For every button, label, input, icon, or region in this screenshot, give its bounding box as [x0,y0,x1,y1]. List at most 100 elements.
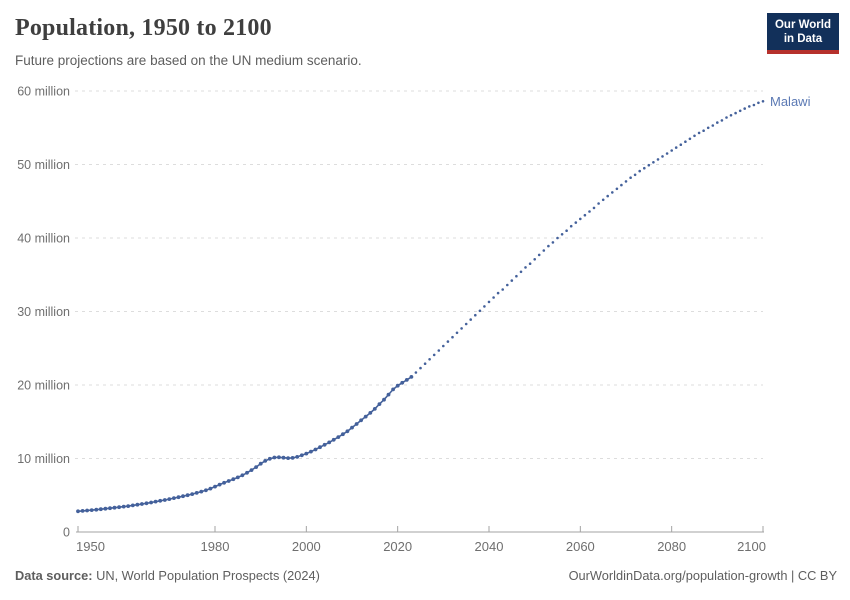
series-dot-projection [474,313,477,317]
series-marker [295,455,300,459]
series-marker [304,451,309,456]
series-dot-projection [519,270,523,274]
series-dot-projection [464,322,468,326]
series-dot-projection [419,366,422,370]
owid-url-link[interactable]: OurWorldinData.org/population-growth | C… [568,568,837,583]
series-dot-projection [716,121,719,124]
series-dot-projection [437,349,441,352]
series-dot-projection [551,241,555,244]
series-dot-projection [670,149,673,152]
series-marker [126,504,131,508]
series-dot-projection [656,158,660,161]
series-dot-projection [643,166,646,170]
series-marker [309,449,313,454]
series-dot-projection [560,233,564,236]
series-marker [277,455,281,460]
series-marker [245,470,249,475]
series-marker [94,507,99,512]
series-marker [135,502,140,507]
series-dot-projection [428,358,431,361]
series-marker [377,402,382,406]
series-marker [372,407,377,411]
series-marker [144,501,149,506]
series-dot-projection [542,249,546,252]
series-marker [299,453,304,458]
series-marker [185,493,190,498]
series-dot-projection [633,173,637,177]
series-marker [112,505,117,510]
series-dot-projection [515,274,518,278]
population-chart: 0 10 million 20 million 30 million 40 millio… [17,85,810,555]
series-dot-projection [579,217,582,221]
series-marker [327,440,332,445]
y-axis-label: 30 million [17,305,70,319]
owid-logo-line1: Our World [774,19,831,31]
series-dot-projection [752,103,756,107]
series-dot-projection [652,161,655,164]
series-dot-projection [674,146,678,149]
series-marker [190,492,195,496]
series-marker [404,378,409,382]
series-dot-projection [556,236,559,240]
series-marker [341,432,345,437]
series-dot-projection [451,335,454,339]
series-dot-projection [624,180,628,183]
y-axis-label: 60 million [17,85,70,99]
y-axis-label: 40 million [17,232,70,246]
series-dot-projection [706,126,710,130]
series-marker [167,497,172,501]
series-marker [254,465,258,469]
series-dot-projection [487,300,491,304]
series-dot-projection [460,327,463,330]
series-marker [158,498,163,503]
x-axis-label: 2040 [475,539,504,554]
series-dot-projection [761,100,765,103]
series-marker [368,411,373,415]
series-dot-projection [483,305,486,308]
series-dot-projection [743,107,746,110]
series-dot-projection [629,176,632,179]
series-dot-projection [496,291,500,295]
series-marker [130,503,135,508]
data-source-label: Data source: [15,568,93,583]
y-axis-label: 10 million [17,452,70,466]
data-source: Data source: UN, World Population Prospe… [15,568,320,584]
series-marker [386,392,391,397]
series-dot-projection [757,101,760,105]
series-marker [290,456,295,460]
series-dot-projection [734,111,737,115]
series-dot-projection [455,331,459,335]
series-marker [121,504,126,509]
series-dot-projection [725,116,728,119]
series-marker [331,437,336,442]
series-dot-projection [601,198,605,202]
series-marker [235,475,240,480]
series-marker [391,387,395,392]
x-axis-label: 2000 [292,539,321,554]
series-dot-projection [661,155,664,158]
series-marker [181,494,185,499]
series-marker [395,383,400,388]
series-dot-projection [748,105,751,108]
series-dot-projection [547,244,550,248]
series-marker [226,479,231,483]
series-marker [400,380,405,385]
data-source-text: UN, World Population Prospects (2024) [92,568,320,583]
owid-logo[interactable]: Our World in Data [766,13,839,54]
series-marker [345,429,350,434]
series-dot-projection [711,124,715,127]
series-dot-projection [597,202,600,205]
page-title: Population, 1950 to 2100 [15,15,272,41]
series-marker [350,425,354,430]
series-dot-projection [583,213,587,217]
series-marker [217,482,222,487]
series-dot-projection [620,183,623,187]
series-dot-projection [665,152,669,155]
series-dot-projection [638,169,641,173]
page-subtitle: Future projections are based on the UN m… [15,53,362,68]
series-marker [194,491,199,495]
series-marker [204,488,208,493]
series-dot-projection [702,129,705,132]
series-marker [359,418,363,423]
